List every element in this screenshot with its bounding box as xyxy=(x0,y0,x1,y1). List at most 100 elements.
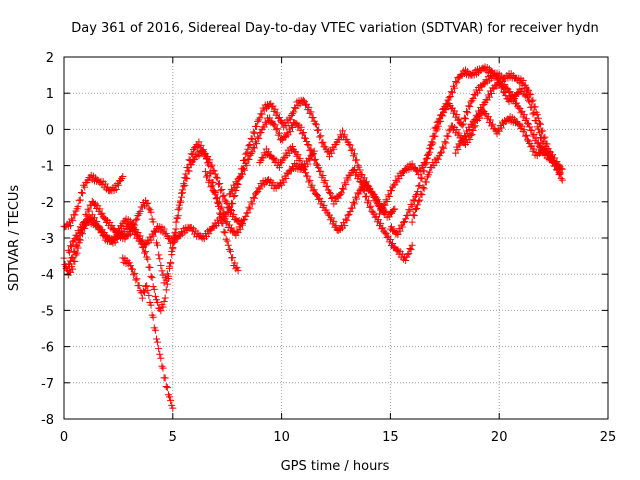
data-point xyxy=(85,207,93,215)
x-tick-label: 0 xyxy=(60,430,68,445)
data-point xyxy=(171,229,179,237)
data-point xyxy=(255,134,263,142)
data-point xyxy=(81,183,89,191)
data-point xyxy=(523,119,531,127)
data-point xyxy=(154,241,162,249)
data-point xyxy=(433,118,441,126)
data-point xyxy=(219,219,227,227)
data-point xyxy=(273,109,281,117)
data-point xyxy=(306,146,314,154)
data-point xyxy=(248,200,256,208)
data-point xyxy=(410,212,418,220)
data-point xyxy=(312,121,320,129)
data-point xyxy=(469,127,477,135)
axis-ticks xyxy=(63,56,609,420)
data-point xyxy=(256,114,264,122)
data-point xyxy=(346,141,354,149)
data-point xyxy=(330,217,338,225)
series-arc-8 xyxy=(256,143,388,234)
data-point xyxy=(98,209,106,217)
data-point xyxy=(161,294,169,302)
data-point xyxy=(407,200,415,208)
data-point xyxy=(272,126,280,134)
data-point xyxy=(407,246,415,254)
data-point xyxy=(342,181,350,189)
data-point xyxy=(415,197,423,205)
data-point xyxy=(321,177,329,185)
data-point xyxy=(211,190,219,198)
data-point xyxy=(201,168,209,176)
data-point xyxy=(339,184,347,192)
data-point xyxy=(147,272,155,280)
data-point xyxy=(148,274,156,282)
data-point xyxy=(470,116,478,124)
data-point xyxy=(459,120,467,128)
data-point xyxy=(355,172,363,180)
data-point xyxy=(430,132,438,140)
data-point xyxy=(240,165,248,173)
data-point xyxy=(472,111,480,119)
data-point xyxy=(542,147,550,155)
data-point xyxy=(247,135,255,143)
data-point xyxy=(298,130,306,138)
data-point xyxy=(416,196,424,204)
data-point xyxy=(258,110,266,118)
data-point xyxy=(490,85,498,93)
data-point xyxy=(188,150,196,158)
data-point xyxy=(156,350,164,358)
data-point xyxy=(522,115,530,123)
data-point xyxy=(532,134,540,142)
data-point xyxy=(461,115,469,123)
data-point xyxy=(78,189,86,197)
data-point xyxy=(528,126,536,134)
data-point xyxy=(271,105,279,113)
data-point xyxy=(275,113,283,121)
data-point xyxy=(244,145,252,153)
data-point xyxy=(253,123,261,131)
data-point xyxy=(426,148,434,156)
data-point xyxy=(463,108,471,116)
data-point xyxy=(131,221,139,229)
data-point xyxy=(360,174,368,182)
data-point xyxy=(207,162,215,170)
data-point xyxy=(312,160,320,168)
data-point xyxy=(522,131,530,139)
data-point xyxy=(438,148,446,156)
data-point xyxy=(257,129,265,137)
data-point xyxy=(554,164,562,172)
data-point xyxy=(458,136,466,144)
data-point xyxy=(137,240,145,248)
data-point xyxy=(325,188,333,196)
data-point xyxy=(159,303,167,311)
data-point xyxy=(525,86,533,94)
data-point xyxy=(67,222,75,230)
data-point xyxy=(136,237,144,245)
data-point xyxy=(299,128,307,136)
data-point xyxy=(444,132,452,140)
data-point xyxy=(405,250,413,258)
data-point xyxy=(305,103,313,111)
data-point xyxy=(250,144,258,152)
data-point xyxy=(253,140,261,148)
data-point xyxy=(530,145,538,153)
data-point xyxy=(320,201,328,209)
data-point xyxy=(376,200,384,208)
data-point xyxy=(146,264,154,272)
data-point xyxy=(302,169,310,177)
data-point xyxy=(275,129,283,137)
data-point xyxy=(183,175,191,183)
data-point xyxy=(340,185,348,193)
data-point xyxy=(147,236,155,244)
data-point xyxy=(434,155,442,163)
data-point xyxy=(75,235,83,243)
data-point xyxy=(529,110,537,118)
data-point xyxy=(508,91,516,99)
data-point xyxy=(455,74,463,82)
data-point xyxy=(488,89,496,97)
data-point xyxy=(163,384,171,392)
data-point xyxy=(70,247,78,255)
data-point xyxy=(420,167,428,175)
y-tick-label: -3 xyxy=(41,232,54,247)
data-point xyxy=(233,179,241,187)
data-point xyxy=(468,130,476,138)
